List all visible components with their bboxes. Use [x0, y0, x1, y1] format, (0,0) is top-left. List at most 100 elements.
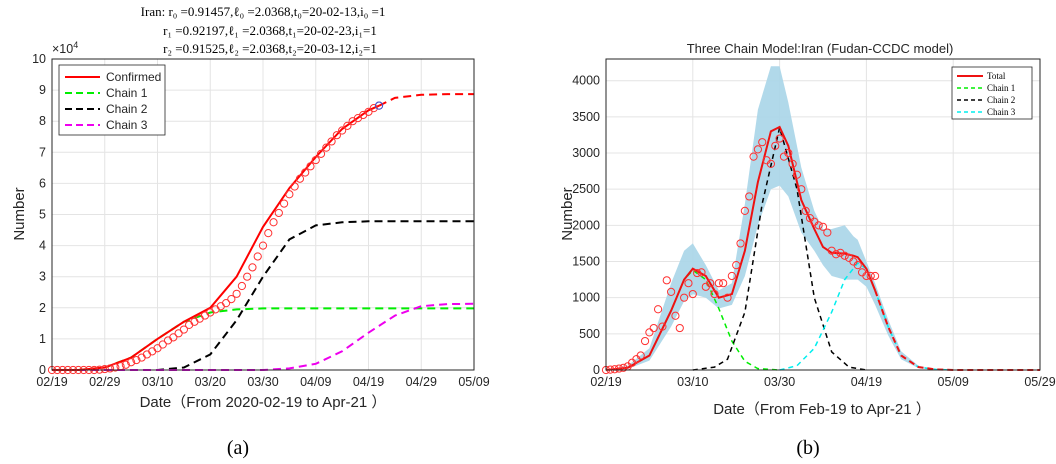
legend-a-chain2-label: Chain 2 [106, 102, 148, 116]
chart-a-observed-point [127, 358, 136, 367]
chart-b-observed-markers [601, 134, 880, 375]
chart-a-observed-point [121, 360, 130, 369]
chart-b-observed-point [706, 279, 715, 288]
chart-a-title-line-2: r₁ =0.92197,ℓ₁ =2.0368,t₁=20-02-23,i₁=1 [163, 23, 377, 38]
chart-a-y-tick-label: 0 [39, 363, 46, 377]
chart-b-observed-point [758, 138, 767, 147]
chart-b-observed-point [688, 289, 697, 299]
chart-a-title-line-3: r₂ =0.91525,ℓ₂ =2.0368,t₂=20-03-12,i₂=1 [163, 41, 377, 56]
chart-a-observed-point [290, 182, 299, 191]
chart-a-grid [51, 58, 475, 371]
chart-a-observed-point [185, 320, 194, 330]
chart-a-y-tick-label: 9 [39, 83, 46, 97]
legend-a-chain3-label: Chain 3 [106, 118, 148, 132]
chart-b-observed-point [645, 328, 654, 337]
chart-b-observed-point [649, 323, 658, 333]
chart-a-observed-point [243, 272, 252, 281]
chart-b-y-tick-label: 2000 [572, 218, 600, 232]
chart-b-observed-point [749, 152, 758, 161]
chart-b-observed-point [675, 323, 684, 333]
chart-a-observed-point [211, 305, 220, 314]
chart-b-y-tick-label: 0 [593, 363, 600, 377]
chart-b-observed-point [766, 159, 776, 168]
chart-b-observed-point [836, 248, 845, 257]
chart-a-observed-point [105, 364, 115, 373]
chart-b-observed-point [680, 293, 689, 302]
chart-a-x-tick-label: 04/19 [353, 375, 384, 389]
chart-a-observed-point [163, 336, 173, 345]
legend-b-chain1-label: Chain 1 [987, 83, 1015, 93]
chart-a-observed-point [148, 347, 157, 356]
chart-a-x-tick-label: 03/20 [195, 375, 226, 389]
chart-a-legend: Confirmed Chain 1 Chain 2 Chain 3 [58, 64, 166, 136]
chart-b-y-tick-label: 1500 [572, 255, 600, 269]
chart-a-ylabel: Number [11, 187, 28, 240]
chart-a-x-tick-label: 02/19 [36, 375, 67, 389]
chart-a-observed-point [232, 289, 241, 298]
chart-a-observed-markers [47, 101, 384, 375]
chart-b-observed-point [814, 221, 823, 230]
chart-a-observed-point [338, 126, 347, 135]
chart-b-ticks: 02/19 03/10 03/30 04/19 05/09 05/29 0 500 1000 15… [572, 74, 1056, 389]
chart-a-x-tick-label: 03/10 [142, 375, 173, 389]
chart-a-observed-point [274, 208, 283, 218]
chart-a-observed-point [190, 317, 199, 326]
chart-a-y-tick-label: 6 [39, 176, 46, 190]
chart-a-y-tick-label: 7 [39, 145, 46, 159]
chart-b-observed-point [823, 228, 832, 237]
chart-b-y-tick-label: 4000 [572, 74, 600, 88]
chart-b-observed-point [653, 305, 663, 314]
chart-a-x-tick-label: 02/29 [89, 375, 120, 389]
chart-a-observed-point [248, 263, 257, 272]
chart-a-series-chain-3 [52, 302, 475, 371]
chart-a-observed-point [132, 355, 141, 365]
chart-b-ylabel: Number [559, 187, 576, 240]
chart-b-observed-point [818, 222, 828, 231]
chart-b-x-tick-label: 04/19 [851, 375, 882, 389]
chart-b-plot-frame [605, 58, 1041, 371]
chart-b-observed-point [740, 206, 749, 215]
chart-b-observed-point [723, 293, 732, 302]
chart-a-y-tick-label: 4 [39, 239, 46, 253]
chart-b-observed-point [727, 271, 736, 281]
legend-a-chain1-label: Chain 1 [106, 86, 148, 100]
legend-a-confirmed-label: Confirmed [106, 70, 161, 84]
chart-a-y-tick-label: 2 [39, 301, 46, 315]
chart-a-y-exponent: ×104 [52, 40, 78, 56]
chart-a-x-tick-label: 04/29 [406, 375, 437, 389]
chart-b-observed-point [658, 322, 667, 331]
chart-b-observed-point [697, 268, 706, 277]
chart-b-y-tick-label: 1000 [572, 291, 600, 305]
chart-a-observed-point [216, 302, 225, 311]
chart-a-y-tick-label: 8 [39, 114, 46, 128]
chart-b-x-tick-label: 03/10 [677, 375, 708, 389]
chart-a-x-tick-label: 05/09 [458, 375, 489, 389]
chart-a: Iran: r₀ =0.91457,ℓ₀ =2.0368,t₀=20-02-13… [11, 4, 490, 459]
chart-a-observed-point [264, 229, 273, 238]
chart-a-observed-point [174, 329, 183, 338]
chart-a-y-tick-label: 3 [39, 270, 46, 284]
chart-b-observed-point [792, 170, 802, 179]
chart-a-observed-point [280, 199, 289, 208]
chart-a-observed-point [369, 104, 378, 113]
chart-a-observed-point [221, 299, 231, 308]
chart-b-x-tick-label: 05/29 [1024, 375, 1055, 389]
chart-b-observed-point [736, 239, 745, 248]
chart-b-observed-point [853, 261, 862, 270]
chart-b-observed-point [840, 251, 849, 260]
legend-b-chain2-label: Chain 2 [987, 95, 1015, 105]
chart-a-observed-point [227, 294, 236, 304]
chart-a-observed-point [237, 281, 246, 291]
chart-b-title: Three Chain Model:Iran (Fudan-CCDC model… [687, 41, 954, 56]
chart-a-title-line-1: Iran: r₀ =0.91457,ℓ₀ =2.0368,t₀=20-02-13… [141, 4, 386, 19]
chart-a-observed-point [142, 350, 152, 359]
chart-b-y-tick-label: 3000 [572, 146, 600, 160]
chart-b-observed-point [801, 206, 810, 215]
chart-b-observed-point [610, 365, 619, 374]
chart-b-observed-point [870, 271, 880, 281]
chart-a-observed-point [332, 131, 341, 140]
chart-b-observed-point [614, 364, 624, 373]
chart-b-observed-point [714, 279, 723, 288]
chart-a-observed-point [111, 363, 120, 372]
chart-b-observed-point [732, 261, 741, 270]
